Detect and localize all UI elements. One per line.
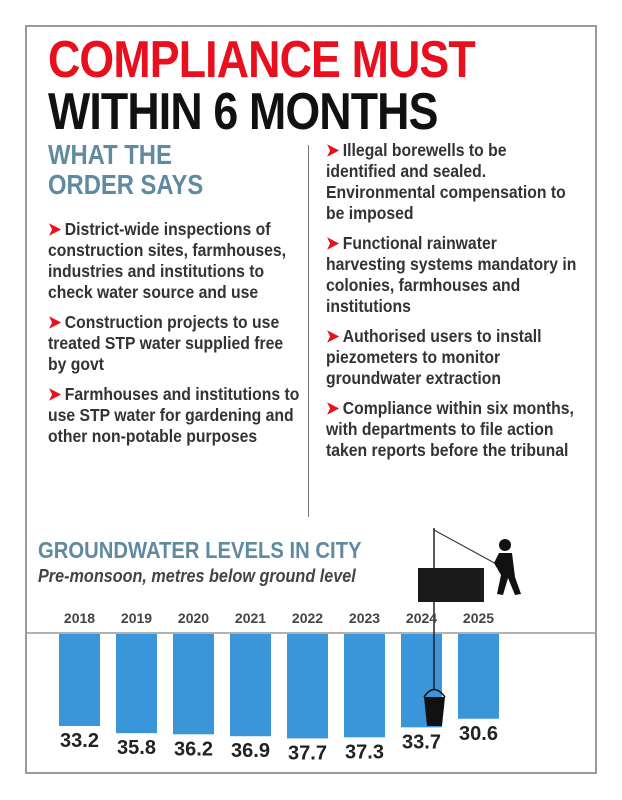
value-label: 33.7 (402, 731, 441, 753)
year-label: 2019 (121, 610, 152, 626)
year-label: 2024 (406, 610, 437, 626)
well-box (418, 568, 484, 602)
bar-2023 (344, 634, 385, 738)
subhead: WHAT THE ORDER SAYS (48, 139, 204, 200)
value-label: 37.7 (288, 742, 327, 764)
value-label: 36.2 (174, 738, 213, 760)
arrow-icon: ➤ (48, 384, 62, 404)
point: ➤ Functional rainwater harvesting systems… (326, 233, 577, 316)
bar-2019 (116, 634, 157, 734)
year-label: 2018 (64, 610, 95, 626)
point: ➤ Authorised users to install piezometers… (326, 326, 542, 388)
point: ➤ Farmhouses and institutions to use STP … (48, 384, 300, 446)
year-label: 2023 (349, 610, 380, 626)
arrow-icon: ➤ (48, 312, 62, 332)
chart-subtitle: Pre-monsoon, metres below ground level (38, 566, 356, 586)
bar-2022 (287, 634, 328, 739)
bar-2020 (173, 634, 214, 735)
person-icon (499, 539, 511, 551)
left-points: ➤ District-wide inspections of constructi… (48, 219, 328, 456)
year-label: 2022 (292, 610, 323, 626)
column-divider (308, 145, 309, 517)
bucket-icon (424, 697, 445, 726)
chart-title: GROUNDWATER LEVELS IN CITY (38, 537, 362, 563)
bar-2018 (59, 634, 100, 726)
value-label: 35.8 (117, 737, 156, 759)
point: ➤ Construction projects to use treated ST… (48, 312, 284, 374)
year-label: 2020 (178, 610, 209, 626)
pulley-rope (433, 529, 501, 567)
headline-line2: WITHIN 6 MONTHS (48, 83, 438, 141)
point: ➤ District-wide inspections of constructi… (48, 219, 287, 302)
value-label: 30.6 (459, 723, 498, 745)
right-points: ➤ Illegal borewells to be identified and … (326, 140, 606, 470)
headline-line1: COMPLIANCE MUST (48, 31, 476, 89)
value-label: 33.2 (60, 730, 99, 752)
arrow-icon: ➤ (326, 326, 340, 346)
well-illustration (418, 528, 521, 726)
point: ➤ Compliance within six months, with depa… (326, 398, 574, 460)
arrow-icon: ➤ (326, 398, 340, 418)
bar-2025 (458, 634, 499, 719)
value-label: 37.3 (345, 741, 384, 763)
value-label: 36.9 (231, 740, 270, 762)
year-label: 2025 (463, 610, 494, 626)
year-label: 2021 (235, 610, 266, 626)
point: ➤ Illegal borewells to be identified and … (326, 140, 566, 223)
bar-2021 (230, 634, 271, 737)
arrow-icon: ➤ (326, 233, 340, 253)
arrow-icon: ➤ (326, 140, 340, 160)
arrow-icon: ➤ (48, 219, 62, 239)
